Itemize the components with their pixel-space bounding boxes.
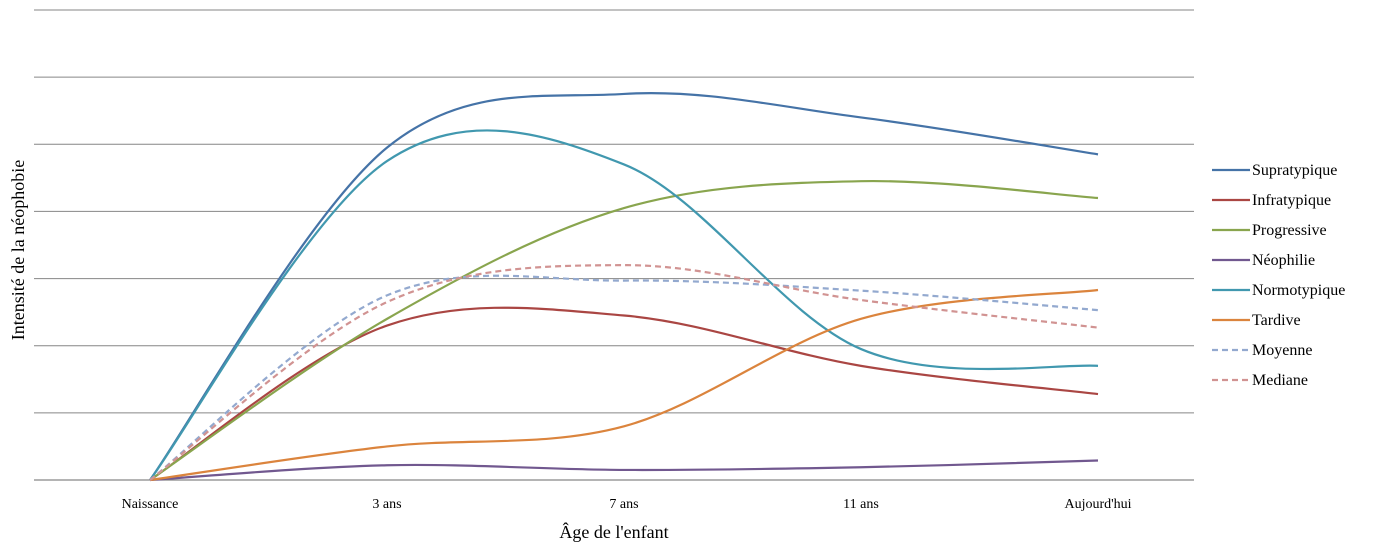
x-tick-label: 3 ans xyxy=(372,497,401,512)
x-tick-label: Naissance xyxy=(122,497,179,512)
series-lines xyxy=(149,91,1099,482)
series-line-infratypique xyxy=(149,306,1099,481)
legend-label-normotypique: Normotypique xyxy=(1252,282,1345,299)
x-tick-label: 7 ans xyxy=(609,497,638,512)
gridlines xyxy=(34,9,1194,481)
legend-label-moyenne: Moyenne xyxy=(1252,342,1312,359)
legend-label-tardive: Tardive xyxy=(1252,312,1301,329)
legend-label-mediane: Mediane xyxy=(1252,372,1308,389)
y-axis-title: Intensité de la néophobie xyxy=(8,160,28,340)
series-line-supratypique xyxy=(149,91,1099,481)
series-line-moyenne xyxy=(149,274,1099,481)
x-axis-title: Âge de l'enfant xyxy=(559,521,668,542)
legend-label-progressive: Progressive xyxy=(1252,222,1327,239)
legend: Supratypique Infratypique Progressive Néoph… xyxy=(1212,162,1345,389)
x-tick-label: Aujourd'hui xyxy=(1064,497,1131,512)
series-line-progressive xyxy=(149,179,1099,481)
series-line-tardive xyxy=(149,288,1099,482)
series-line-normotypique xyxy=(149,129,1099,481)
series-line-mediane xyxy=(149,264,1099,481)
x-tick-label: 11 ans xyxy=(843,497,879,512)
legend-label-neophilie: Néophilie xyxy=(1252,252,1315,269)
legend-label-supratypique: Supratypique xyxy=(1252,162,1337,179)
x-tick-labels: Naissance 3 ans 7 ans 11 ans Aujourd'hui xyxy=(122,497,1132,512)
series-line-neophilie xyxy=(149,459,1099,482)
legend-label-infratypique: Infratypique xyxy=(1252,192,1331,209)
